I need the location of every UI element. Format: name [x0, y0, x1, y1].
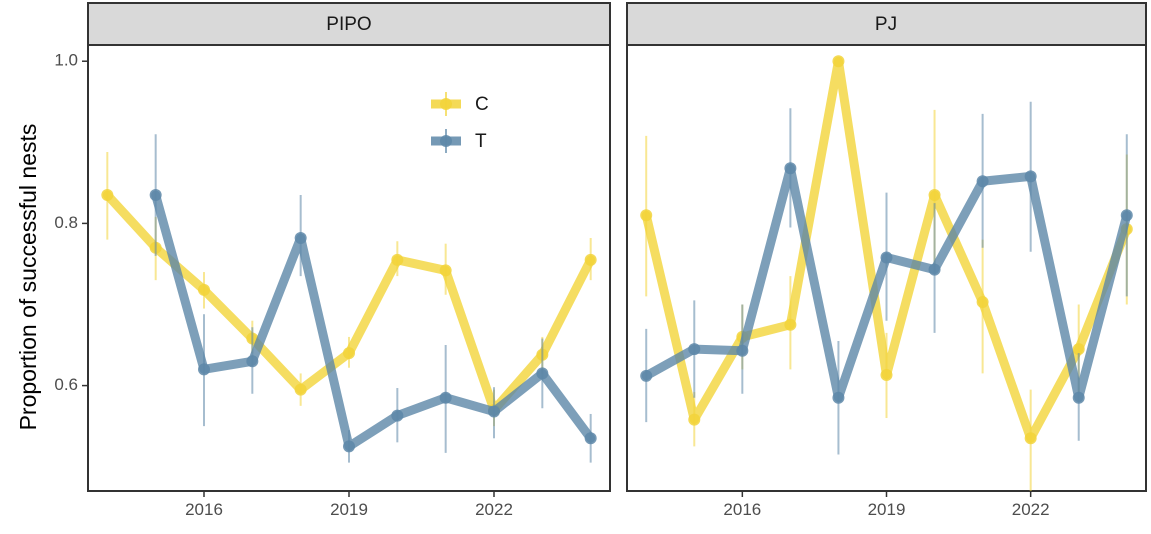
data-point — [640, 209, 653, 222]
y-tick-label: 0.6 — [54, 375, 78, 394]
data-point — [880, 251, 893, 264]
x-tick-label: 2016 — [723, 500, 761, 519]
data-point — [976, 296, 989, 309]
x-tick-label: 2019 — [330, 500, 368, 519]
data-point — [198, 363, 210, 376]
data-point — [640, 369, 653, 382]
panel-pj: PJ 2016 2019 2022 — [626, 2, 1147, 519]
data-point — [391, 253, 404, 266]
series-line — [151, 190, 596, 451]
strip-background-pipo — [87, 2, 611, 46]
y-axis-title: Proportion of successful nests — [15, 124, 41, 431]
x-tick-label: 2019 — [868, 500, 906, 519]
data-point — [391, 409, 404, 422]
data-point — [584, 253, 597, 266]
x-tick-label: 2016 — [185, 500, 223, 519]
x-axis-pipo: 2016 2019 2022 — [185, 491, 513, 519]
data-point — [976, 175, 989, 188]
data-point — [439, 264, 452, 277]
panel-marks-pj — [640, 55, 1133, 491]
data-point — [343, 440, 355, 453]
series-t — [640, 101, 1133, 455]
data-point — [198, 283, 210, 296]
data-point — [294, 383, 307, 396]
x-tick-label: 2022 — [1012, 500, 1050, 519]
data-point — [1072, 343, 1085, 356]
y-tick-label: 1.0 — [54, 51, 78, 70]
strip-background-pj — [626, 2, 1147, 46]
data-point — [536, 367, 549, 380]
series-line — [102, 190, 596, 415]
data-point — [294, 231, 307, 244]
data-point — [736, 344, 749, 357]
data-point — [688, 343, 701, 356]
x-tick-label: 2022 — [475, 500, 513, 519]
data-point — [784, 162, 797, 175]
legend-item-t: T — [431, 129, 487, 153]
legend-label-t: T — [475, 131, 487, 152]
data-point — [101, 189, 114, 202]
data-point — [1072, 391, 1085, 404]
y-tick-label: 0.8 — [54, 213, 78, 232]
series-t — [149, 134, 597, 463]
strip-label-pipo: PIPO — [326, 14, 371, 35]
data-point — [488, 405, 500, 418]
panel-frame-pipo — [87, 44, 611, 492]
data-point — [832, 55, 845, 68]
data-point — [832, 391, 845, 404]
legend-label-c: C — [475, 94, 489, 115]
legend-key-point-c — [440, 98, 452, 110]
data-point — [928, 263, 941, 276]
legend-key-point-t — [440, 135, 452, 147]
data-point — [149, 189, 162, 202]
data-point — [688, 413, 701, 426]
data-point — [584, 432, 597, 445]
series-c — [640, 55, 1133, 491]
strip-label-pj: PJ — [875, 14, 897, 35]
data-point — [928, 189, 941, 202]
x-axis-pj: 2016 2019 2022 — [723, 491, 1050, 519]
data-point — [439, 391, 452, 404]
data-point — [784, 318, 797, 331]
legend-item-c: C — [431, 92, 489, 116]
data-point — [880, 369, 893, 382]
data-point — [246, 355, 259, 368]
data-point — [1024, 432, 1037, 445]
data-point — [1024, 170, 1037, 183]
data-point — [1120, 209, 1133, 222]
panel-marks-pipo — [101, 134, 597, 463]
data-point — [343, 347, 355, 360]
legend: C T — [431, 92, 489, 153]
panel-pipo: PIPO 2016 2019 2022 — [87, 2, 611, 519]
y-axis: 0.6 0.8 1.0 — [54, 51, 88, 394]
